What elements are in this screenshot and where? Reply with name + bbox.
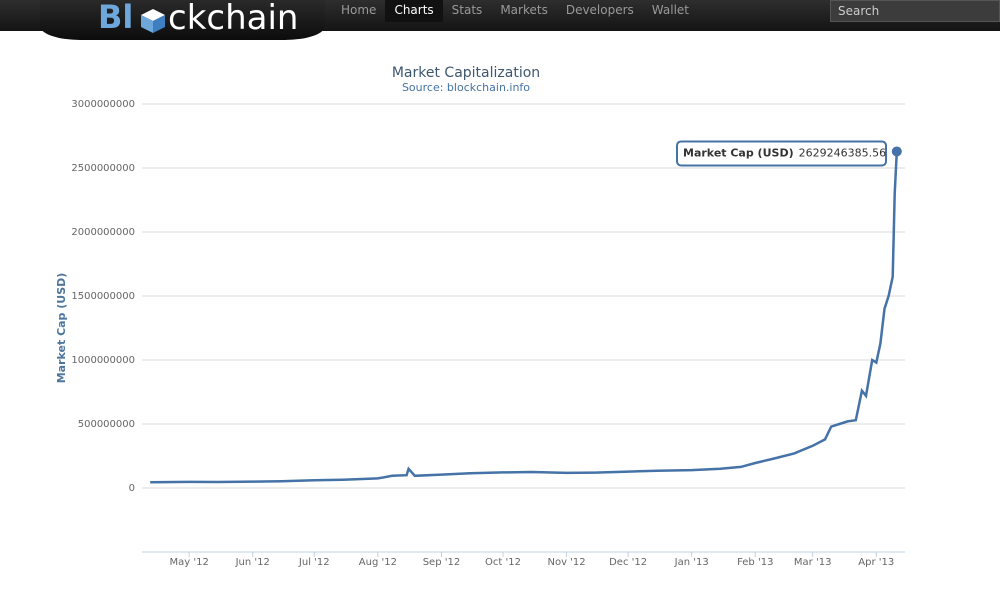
nav-item[interactable]: Wallet [651, 3, 690, 17]
hover-point [891, 146, 902, 157]
x-tick-label: Oct '12 [485, 557, 521, 568]
x-tick-label: Dec '12 [609, 557, 647, 568]
y-tick-label: 2000000000 [71, 227, 135, 238]
x-tick-label: Sep '12 [423, 557, 461, 568]
x-tick-label: Aug '12 [359, 557, 397, 568]
chart-title: Market Capitalization [392, 65, 540, 81]
x-tick-label: Mar '13 [794, 557, 832, 568]
x-tick-label: Jan '13 [674, 557, 709, 568]
y-tick-label: 1000000000 [71, 355, 135, 366]
x-tick-label: May '12 [170, 557, 209, 568]
x-tick-label: Jul '12 [298, 557, 330, 568]
y-tick-label: 1500000000 [71, 291, 135, 302]
logo-text: ckchain [168, 0, 299, 38]
y-tick-label: 500000000 [78, 419, 135, 430]
nav-item[interactable]: Stats [451, 3, 483, 17]
logo[interactable]: Bl ckchain [40, 0, 325, 40]
y-tick-label: 3000000000 [71, 99, 135, 110]
tooltip-text: Market Cap (USD) 2629246385.56 [683, 146, 886, 159]
x-tick-label: Nov '12 [547, 557, 585, 568]
logo-text: Bl [98, 0, 134, 36]
logo-cube [141, 9, 165, 33]
data-line [150, 151, 899, 484]
tooltip: Market Cap (USD) 2629246385.56 [676, 140, 887, 167]
tooltip-series: Market Cap (USD) [683, 146, 794, 159]
y-tick-label: 0 [129, 483, 135, 494]
nav-item[interactable]: Markets [500, 3, 548, 17]
nav: Home Charts Stats Markets Developers Wallet [332, 0, 698, 22]
nav-item[interactable]: Developers [565, 3, 634, 17]
nav-item[interactable]: Home [341, 3, 377, 17]
y-axis-label: Market Cap (USD) [55, 273, 68, 384]
tooltip-box [676, 140, 887, 167]
nav-item[interactable]: Charts [385, 0, 443, 22]
x-tick-label: Feb '13 [737, 557, 773, 568]
x-tick-label: Apr '13 [858, 557, 894, 568]
search-box[interactable]: Search [830, 0, 1000, 22]
chart-subtitle: Source: blockchain.info [402, 81, 530, 94]
y-tick-label: 2500000000 [71, 163, 135, 174]
tooltip-value: 2629246385.56 [799, 146, 886, 159]
x-tick-label: Jun '12 [235, 557, 270, 568]
